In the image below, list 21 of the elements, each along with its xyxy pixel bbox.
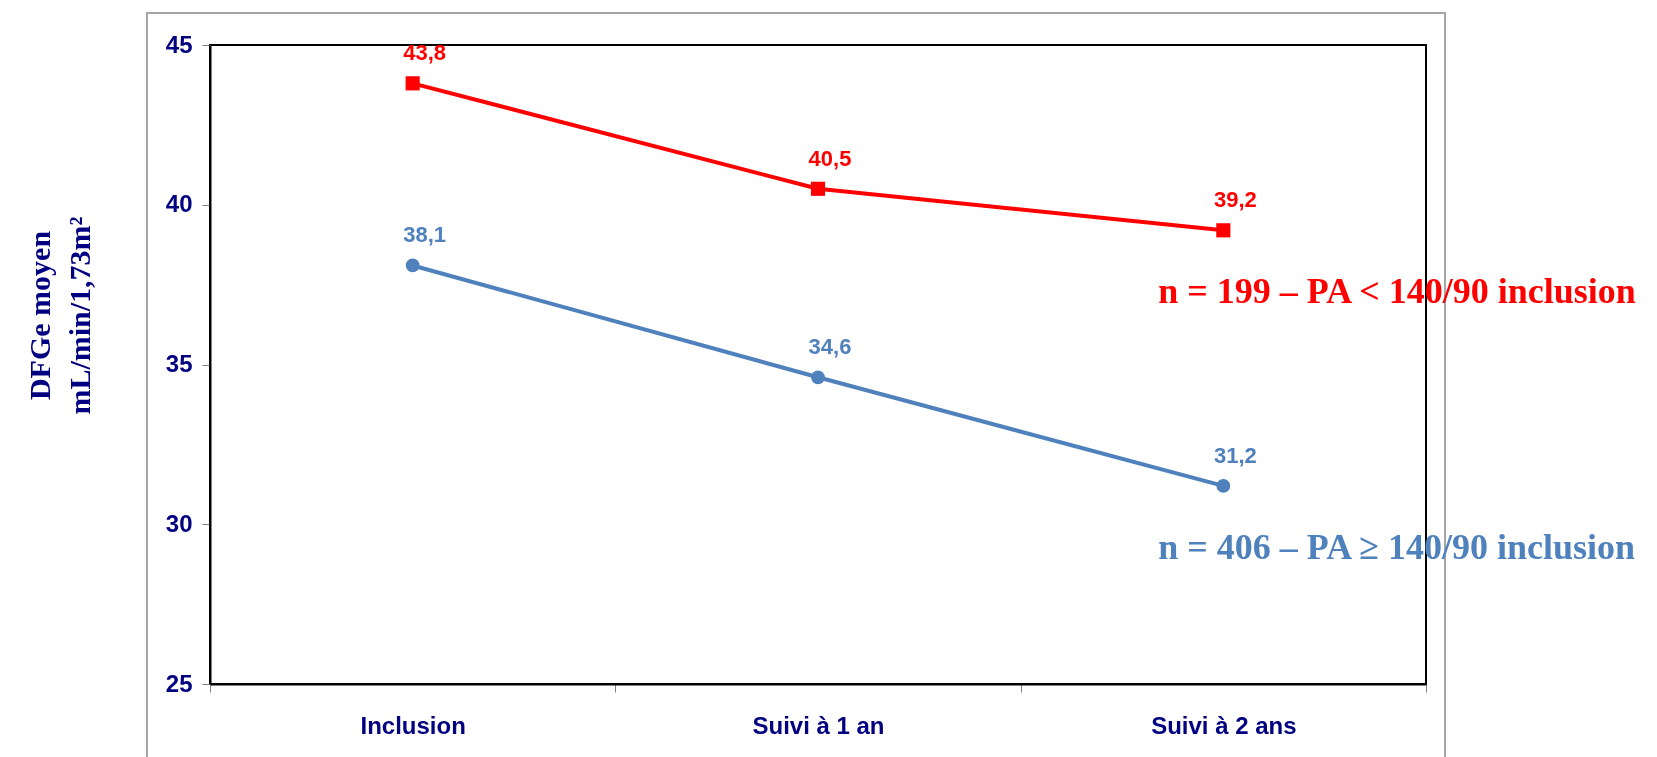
data-label: 39,2: [1213, 187, 1257, 213]
y-tick-label: 45: [165, 30, 193, 58]
point: [405, 258, 420, 273]
data-label: 38,1: [403, 222, 447, 248]
data-label: 40,5: [808, 145, 852, 171]
y-tick-label: 25: [165, 669, 193, 697]
y-tick-label: 30: [165, 509, 193, 537]
data-label: 31,2: [1213, 442, 1257, 468]
point: [811, 370, 825, 385]
y-axis-title: DFGe moyen mL/min/1,73m²: [22, 216, 96, 415]
point: [810, 181, 826, 196]
data-label: 43,8: [403, 40, 447, 66]
point: [1216, 223, 1231, 238]
x-tick-label: Suivi à 1 an: [752, 711, 885, 739]
point: [405, 76, 420, 91]
y-tick-label: 40: [165, 190, 193, 218]
x-tick-label: Inclusion: [360, 711, 466, 739]
point: [1216, 479, 1231, 493]
data-label: 34,6: [808, 334, 852, 360]
y-tick-label: 35: [165, 350, 193, 377]
x-tick-label: Suivi à 2 ans: [1151, 711, 1297, 739]
